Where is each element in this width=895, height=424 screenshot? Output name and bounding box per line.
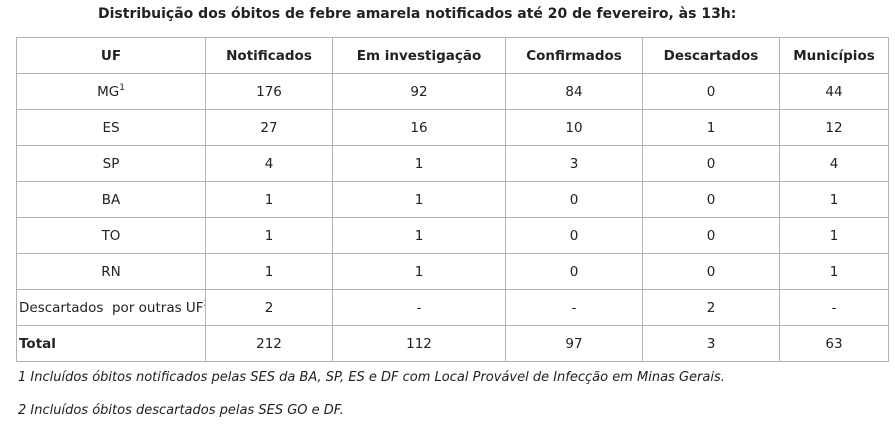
table-row: RN 1 1 0 0 1 (16, 253, 889, 290)
descartados-cell: 1 (642, 109, 780, 146)
table-row: SP 4 1 3 0 4 (16, 145, 889, 182)
total-municipios: 63 (779, 325, 889, 362)
table-row: Descartados por outras UF2 2 - - 2 - (16, 289, 889, 326)
confirmados-cell: 84 (505, 73, 643, 110)
header-municipios: Municípios (779, 37, 889, 74)
municipios-cell: - (779, 289, 889, 326)
em-investigacao-cell: 1 (332, 253, 506, 290)
deaths-table: UF Notificados Em investigação Confirmad… (16, 37, 889, 362)
municipios-cell: 1 (779, 253, 889, 290)
total-em-investigacao: 112 (332, 325, 506, 362)
uf-cell: MG1 (16, 73, 206, 110)
total-notificados: 212 (205, 325, 333, 362)
total-confirmados: 97 (505, 325, 643, 362)
municipios-cell: 1 (779, 181, 889, 218)
header-em-investigacao: Em investigação (332, 37, 506, 74)
uf-cell: BA (16, 181, 206, 218)
header-uf: UF (16, 37, 206, 74)
confirmados-cell: 0 (505, 253, 643, 290)
confirmados-cell: 0 (505, 217, 643, 254)
em-investigacao-cell: - (332, 289, 506, 326)
notificados-cell: 176 (205, 73, 333, 110)
em-investigacao-cell: 1 (332, 145, 506, 182)
descartados-cell: 0 (642, 181, 780, 218)
total-row: Total 212 112 97 3 63 (16, 325, 889, 362)
table-caption: Distribuição dos óbitos de febre amarela… (98, 6, 737, 22)
descartados-cell: 0 (642, 253, 780, 290)
footnote-marker: 2 (204, 299, 205, 309)
confirmados-cell: 3 (505, 145, 643, 182)
notificados-cell: 1 (205, 181, 333, 218)
uf-cell: Descartados por outras UF2 (16, 289, 206, 326)
notificados-cell: 2 (205, 289, 333, 326)
notificados-cell: 1 (205, 217, 333, 254)
descartados-cell: 0 (642, 217, 780, 254)
descartados-cell: 2 (642, 289, 780, 326)
em-investigacao-cell: 16 (332, 109, 506, 146)
descartados-cell: 0 (642, 145, 780, 182)
municipios-cell: 4 (779, 145, 889, 182)
total-descartados: 3 (642, 325, 780, 362)
total-label: Total (16, 325, 206, 362)
table-row: TO 1 1 0 0 1 (16, 217, 889, 254)
table-row: MG1 176 92 84 0 44 (16, 73, 889, 110)
municipios-cell: 12 (779, 109, 889, 146)
municipios-cell: 44 (779, 73, 889, 110)
confirmados-cell: 10 (505, 109, 643, 146)
em-investigacao-cell: 92 (332, 73, 506, 110)
em-investigacao-cell: 1 (332, 181, 506, 218)
uf-cell: TO (16, 217, 206, 254)
confirmados-cell: - (505, 289, 643, 326)
footnote-2: 2 Incluídos óbitos descartados pelas SES… (18, 403, 344, 418)
header-notificados: Notificados (205, 37, 333, 74)
descartados-cell: 0 (642, 73, 780, 110)
notificados-cell: 4 (205, 145, 333, 182)
uf-cell: SP (16, 145, 206, 182)
table-row: ES 27 16 10 1 12 (16, 109, 889, 146)
header-confirmados: Confirmados (505, 37, 643, 74)
footnote-1: 1 Incluídos óbitos notificados pelas SES… (18, 370, 725, 385)
table-header-row: UF Notificados Em investigação Confirmad… (16, 37, 889, 74)
em-investigacao-cell: 1 (332, 217, 506, 254)
table-row: BA 1 1 0 0 1 (16, 181, 889, 218)
uf-cell: RN (16, 253, 206, 290)
notificados-cell: 1 (205, 253, 333, 290)
header-descartados: Descartados (642, 37, 780, 74)
confirmados-cell: 0 (505, 181, 643, 218)
uf-cell: ES (16, 109, 206, 146)
footnote-marker: 1 (119, 82, 125, 93)
municipios-cell: 1 (779, 217, 889, 254)
notificados-cell: 27 (205, 109, 333, 146)
